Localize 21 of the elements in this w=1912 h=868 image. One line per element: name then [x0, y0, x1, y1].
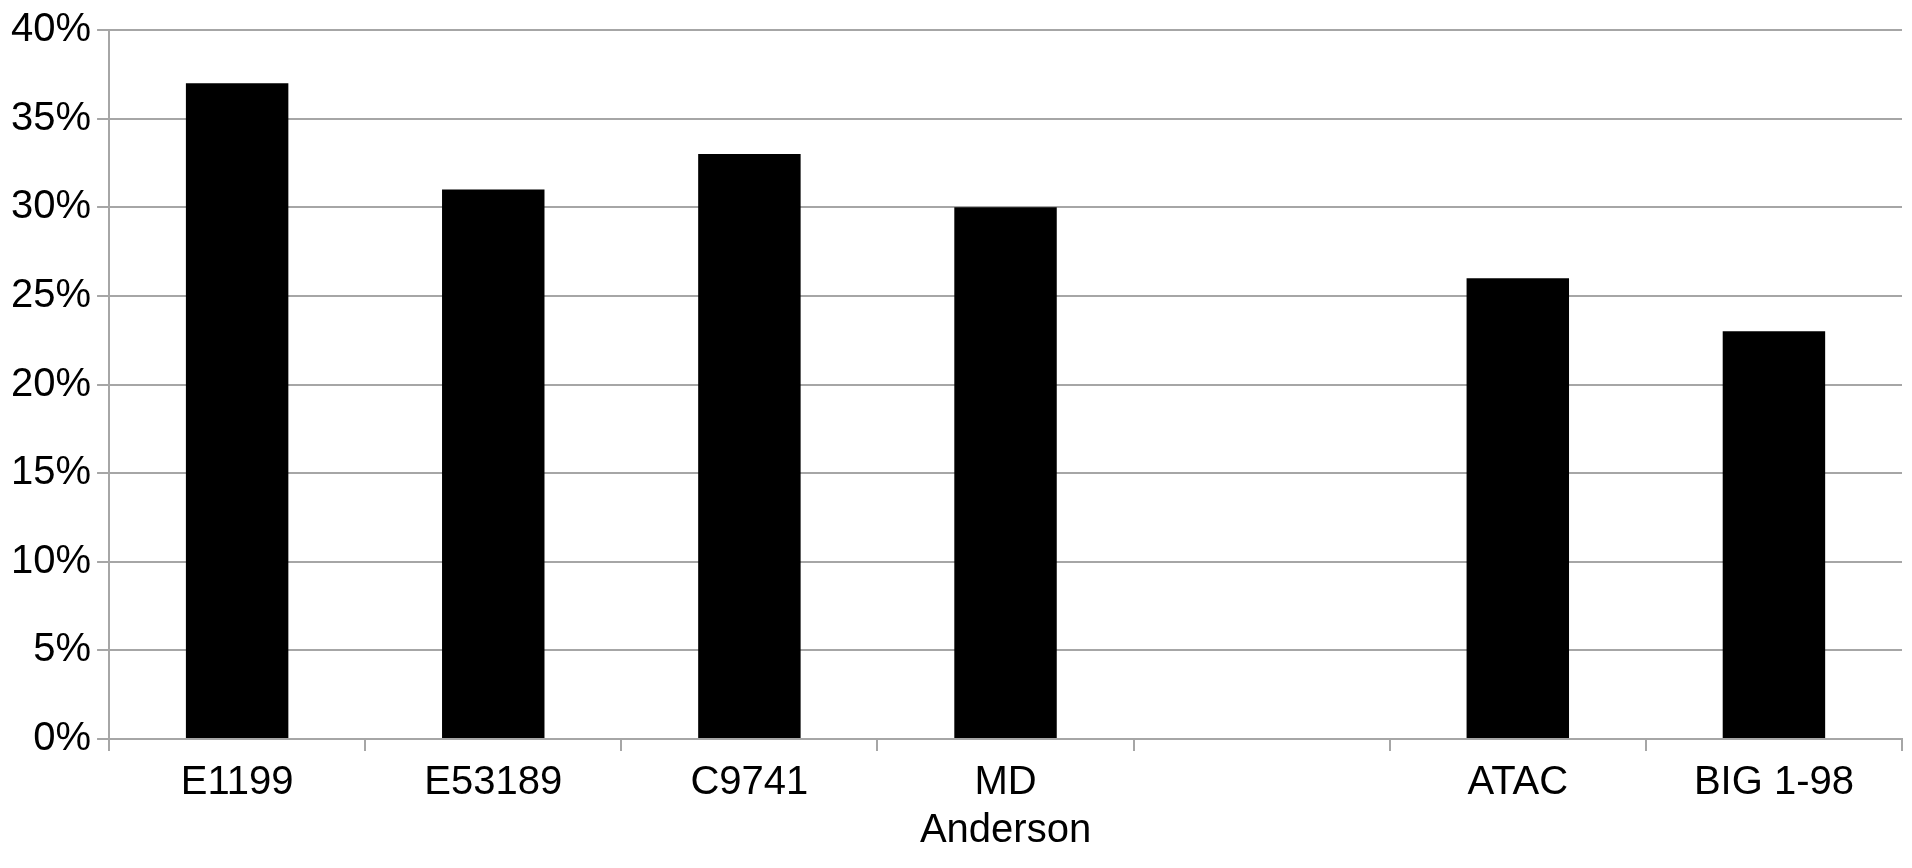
bar [954, 207, 1057, 738]
y-tick-label: 5% [33, 625, 92, 670]
y-tick-label: 10% [11, 536, 92, 581]
bar [185, 83, 289, 738]
y-tick-label: 25% [11, 270, 92, 315]
x-tick-label: BIG 1-98 [1693, 758, 1854, 803]
y-tick-label: 20% [11, 359, 92, 404]
bar [698, 154, 801, 738]
x-tick-label: E53189 [424, 758, 563, 803]
y-tick-label: 35% [11, 93, 92, 138]
x-tick-label: C9741 [690, 758, 809, 803]
x-tick-label: MD Anderson [919, 758, 1092, 851]
y-tick-label: 15% [11, 448, 92, 493]
bar [442, 189, 545, 738]
bar [1722, 331, 1826, 738]
y-tick-label: 30% [11, 182, 92, 227]
bar [1466, 278, 1570, 738]
y-tick-label: 40% [11, 5, 92, 50]
x-tick-label: E1199 [180, 758, 294, 803]
y-tick-label: 0% [33, 714, 92, 759]
x-tick-label: ATAC [1467, 758, 1569, 803]
